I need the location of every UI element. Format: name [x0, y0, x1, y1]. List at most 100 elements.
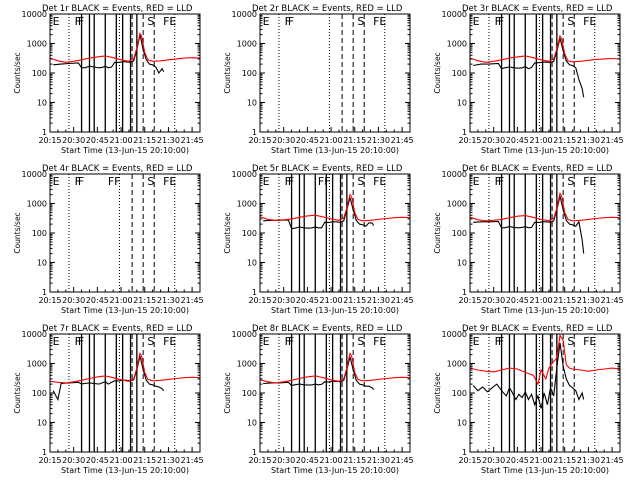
x-axis-label: Start Time (13-Jun-15 20:10:00)	[271, 306, 399, 315]
flag-annotation: F	[288, 335, 294, 348]
x-tick-label: 20:15	[38, 296, 61, 305]
y-tick-label: 1	[252, 448, 257, 457]
y-tick-label: 10	[247, 99, 257, 108]
x-tick-label: 20:15	[458, 456, 481, 465]
y-axis-label: Counts/sec	[433, 372, 442, 413]
flag-annotation: F	[498, 175, 504, 188]
chart-title: Det 4r BLACK = Events, RED = LLD	[42, 164, 193, 174]
flag-annotation: FE	[583, 175, 596, 188]
x-tick-label: 21:15	[553, 456, 576, 465]
x-tick-label: 21:30	[157, 456, 180, 465]
x-tick-label: 21:45	[391, 296, 414, 305]
y-axis-label: Counts/sec	[13, 52, 22, 93]
flag-annotation: E	[53, 335, 60, 348]
x-tick-label: 20:30	[482, 296, 505, 305]
x-tick-label: 21:45	[601, 456, 624, 465]
flag-annotation: FF	[318, 175, 331, 188]
x-tick-label: 20:15	[38, 456, 61, 465]
y-tick-label: 1000	[27, 360, 47, 369]
x-tick-label: 20:45	[506, 296, 529, 305]
flag-annotation: F	[498, 335, 504, 348]
y-tick-label: 100	[242, 69, 257, 78]
x-tick-label: 20:15	[458, 136, 481, 145]
x-tick-label: 20:45	[86, 456, 109, 465]
series-line-events	[52, 355, 165, 402]
flag-annotation: S	[567, 175, 574, 188]
x-tick-label: 21:00	[320, 136, 343, 145]
x-tick-label: 21:45	[391, 456, 414, 465]
x-tick-label: 20:15	[248, 456, 271, 465]
y-tick-label: 10	[457, 99, 467, 108]
y-tick-label: 10	[457, 419, 467, 428]
flag-annotation: S	[147, 15, 154, 28]
x-axis-label: Start Time (13-Jun-15 20:10:00)	[271, 466, 399, 475]
chart-title: Det 7r BLACK = Events, RED = LLD	[42, 324, 193, 334]
x-tick-label: 20:30	[62, 456, 85, 465]
y-tick-label: 1000	[237, 200, 257, 209]
x-tick-label: 21:45	[181, 456, 204, 465]
y-tick-label: 10000	[22, 10, 47, 19]
chart-title: Det 2r BLACK = Events, RED = LLD	[252, 4, 403, 14]
y-tick-label: 1	[462, 288, 467, 297]
x-axis-label: Start Time (13-Jun-15 20:10:00)	[271, 146, 399, 155]
x-tick-label: 20:30	[62, 296, 85, 305]
x-tick-label: 20:30	[62, 136, 85, 145]
y-axis-label: Counts/sec	[433, 52, 442, 93]
y-tick-label: 10	[247, 259, 257, 268]
y-tick-label: 10	[247, 419, 257, 428]
chart-title: Det 1r BLACK = Events, RED = LLD	[42, 4, 193, 14]
x-tick-label: 21:00	[530, 456, 553, 465]
y-tick-label: 10000	[232, 10, 257, 19]
series-line-events	[263, 197, 375, 230]
x-axis-label: Start Time (13-Jun-15 20:10:00)	[481, 306, 609, 315]
flag-annotation: E	[53, 15, 60, 28]
x-tick-label: 20:45	[86, 296, 109, 305]
x-tick-label: 20:15	[458, 296, 481, 305]
flag-annotation: FE	[163, 15, 176, 28]
y-tick-label: 10000	[442, 330, 467, 339]
x-tick-label: 21:00	[110, 136, 133, 145]
x-tick-label: 21:30	[577, 456, 600, 465]
flag-annotation: F	[495, 15, 501, 28]
flag-annotation: F	[75, 15, 81, 28]
x-tick-label: 21:45	[181, 296, 204, 305]
y-tick-label: 10000	[22, 330, 47, 339]
y-tick-label: 1000	[447, 40, 467, 49]
x-tick-label: 20:30	[272, 296, 295, 305]
x-tick-label: 21:45	[181, 136, 204, 145]
flag-annotation: E	[473, 335, 480, 348]
flag-annotation: S	[357, 175, 364, 188]
x-tick-label: 20:30	[272, 456, 295, 465]
chart-title: Det 9r BLACK = Events, RED = LLD	[462, 324, 613, 334]
y-tick-label: 1000	[27, 200, 47, 209]
x-tick-label: 21:15	[553, 136, 576, 145]
series-line-lld	[50, 351, 200, 384]
y-axis-label: Counts/sec	[223, 372, 232, 413]
series-line-events	[473, 38, 585, 98]
y-tick-label: 1000	[237, 360, 257, 369]
flag-annotation: S	[357, 15, 364, 28]
flag-annotation: E	[263, 335, 270, 348]
x-tick-label: 21:00	[530, 136, 553, 145]
x-tick-label: 21:15	[553, 296, 576, 305]
x-tick-label: 20:15	[38, 136, 61, 145]
flag-annotation: F	[78, 175, 84, 188]
flag-annotation: S	[147, 175, 154, 188]
y-tick-label: 10000	[232, 170, 257, 179]
y-tick-label: 100	[242, 389, 257, 398]
series-line-events	[53, 34, 165, 75]
flag-annotation: E	[473, 15, 480, 28]
flag-annotation: FE	[583, 15, 596, 28]
y-tick-label: 10	[37, 259, 47, 268]
y-tick-label: 1000	[237, 40, 257, 49]
x-tick-label: 21:00	[530, 296, 553, 305]
flag-annotation: E	[473, 175, 480, 188]
series-line-lld	[470, 334, 620, 386]
series-line-lld	[260, 193, 410, 222]
